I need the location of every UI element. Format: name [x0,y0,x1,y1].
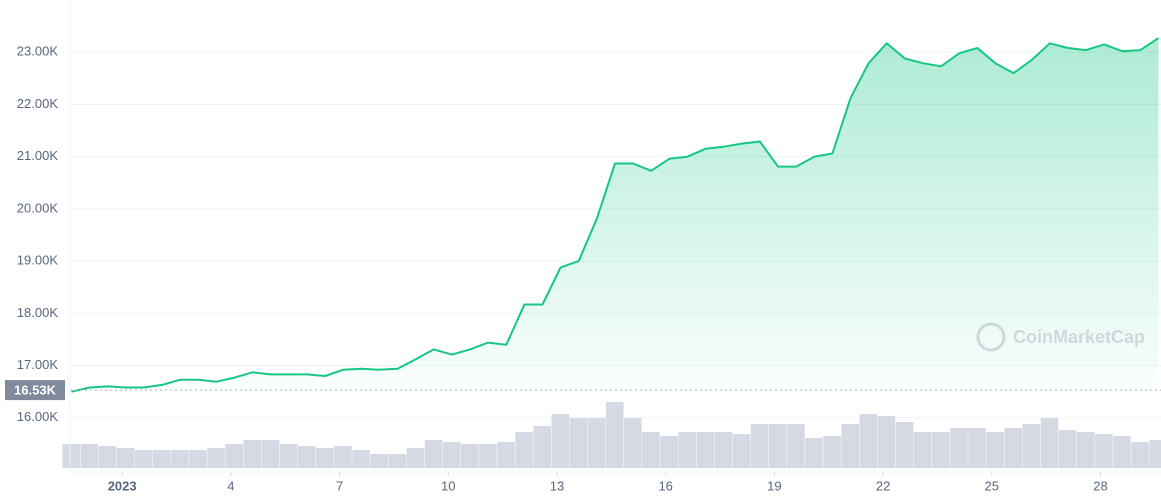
x-tick-label: 13 [550,478,564,493]
reference-badge [5,380,65,401]
volume-bar [732,434,751,468]
y-tick-label: 17.00K [17,357,59,372]
volume-bar [569,418,588,468]
volume-bar [279,444,298,468]
volume-bar [171,450,189,468]
volume-bar [624,418,642,468]
volume-bar [442,442,461,468]
volume-bar [80,444,99,468]
volume-bar [986,432,1004,468]
x-tick-label: 4 [227,478,234,493]
watermark-text: CoinMarketCap [1013,327,1145,347]
x-tick-label: 7 [336,478,343,493]
volume-bar [932,432,950,468]
volume-bar [823,436,841,468]
volume-bar [950,428,968,468]
y-tick-label: 22.00K [17,96,59,111]
volume-bar [352,450,370,468]
volume-bar [62,444,81,468]
volume-bar [1113,436,1131,468]
volume-bar [406,448,425,468]
axes: 16.00K 17.00K 18.00K 19.00K 20.00K 21.00K 22.0… [5,0,1161,493]
volume-bar [261,440,280,468]
y-tick-label: 20.00K [17,200,59,215]
volume-bar [913,432,932,468]
y-tick-label: 16.00K [17,409,59,424]
x-tick-label: 10 [441,478,455,493]
volume-bar [968,428,986,468]
volume-bar [334,446,352,468]
x-tick-label: 22 [876,478,890,493]
volume-bar [696,432,715,468]
volume-bar [551,414,570,468]
volume-bar [479,444,497,468]
volume-bar [1076,432,1095,468]
y-tick-label: 19.00K [17,253,59,268]
volume-bar [805,438,823,468]
volume-bar [370,454,388,468]
volume-bar [98,446,117,468]
volume-bar [895,422,914,468]
y-tick-label: 18.00K [17,305,59,320]
x-tick-label: 19 [767,478,781,493]
y-tick-label: 23.00K [17,44,59,59]
volume-bar [225,444,244,468]
x-tick-label: 2023 [108,478,137,493]
volume-bar [134,450,153,468]
volume-bar [152,450,171,468]
volume-bar [768,424,787,468]
volume-bar [207,448,225,468]
watermark: CoinMarketCap [976,322,1145,352]
volume-bar [189,450,207,468]
volume-bar [787,424,805,468]
volume-bar [1149,440,1161,468]
x-tick-label: 16 [658,478,672,493]
volume-bar [587,418,606,468]
price-line [71,37,1160,393]
volume-bar [297,446,316,468]
watermark-logo [976,322,1006,352]
volume-bar [859,414,878,468]
volume-bar [841,424,860,468]
volume-bar [424,440,443,468]
y-tick-label: 21.00K [17,148,59,163]
volume-bar [316,448,334,468]
volume-bar [660,436,678,468]
volume-bars [62,402,1161,468]
volume-bar [116,448,135,468]
volume-bar [1095,434,1113,468]
plot [70,37,1161,393]
x-tick-label: 28 [1093,478,1107,493]
volume-bar [497,442,515,468]
price-area [71,38,1159,392]
volume-bar [877,416,896,468]
volume-bar [1022,424,1041,468]
volume-bar [642,432,660,468]
volume-bar [243,440,262,468]
volume-bar [1040,418,1059,468]
reference-label: 16.53K [14,383,57,398]
volume-bar [388,454,407,468]
volume-bar [1004,428,1023,468]
volume-bar [678,432,696,468]
volume-bar [515,432,533,468]
volume-bar [605,402,624,468]
x-tick-label: 25 [985,478,999,493]
volume-bar [714,432,733,468]
volume-bar [1058,430,1077,468]
volume-bar [750,424,769,468]
volume-bar [1131,442,1149,468]
volume-bar [460,444,479,468]
volume-bar [533,426,552,468]
